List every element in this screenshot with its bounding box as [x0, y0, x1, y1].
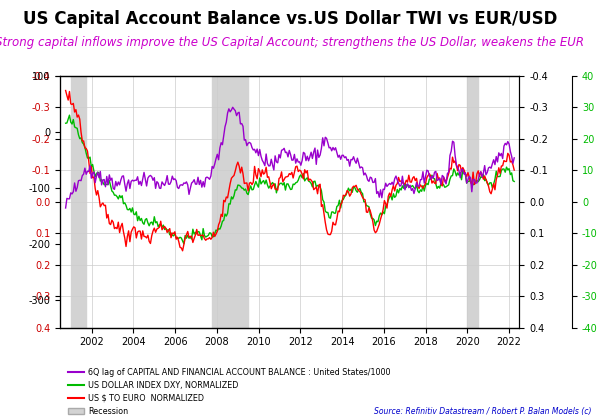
Text: Strong capital inflows improve the US Capital Account; strengthens the US Dollar: Strong capital inflows improve the US Ca… [0, 36, 585, 49]
Text: Source: Refinitiv Datastream / Robert P. Balan Models (c): Source: Refinitiv Datastream / Robert P.… [374, 407, 592, 416]
Bar [467, 76, 478, 328]
Bar [71, 76, 86, 328]
Text: US Capital Account Balance vs.US Dollar TWI vs EUR/USD: US Capital Account Balance vs.US Dollar … [23, 10, 557, 29]
Legend: 6Q lag of CAPITAL AND FINANCIAL ACCOUNT BALANCE : United States/1000, US DOLLAR : 6Q lag of CAPITAL AND FINANCIAL ACCOUNT … [65, 365, 394, 419]
Bar [211, 76, 248, 328]
